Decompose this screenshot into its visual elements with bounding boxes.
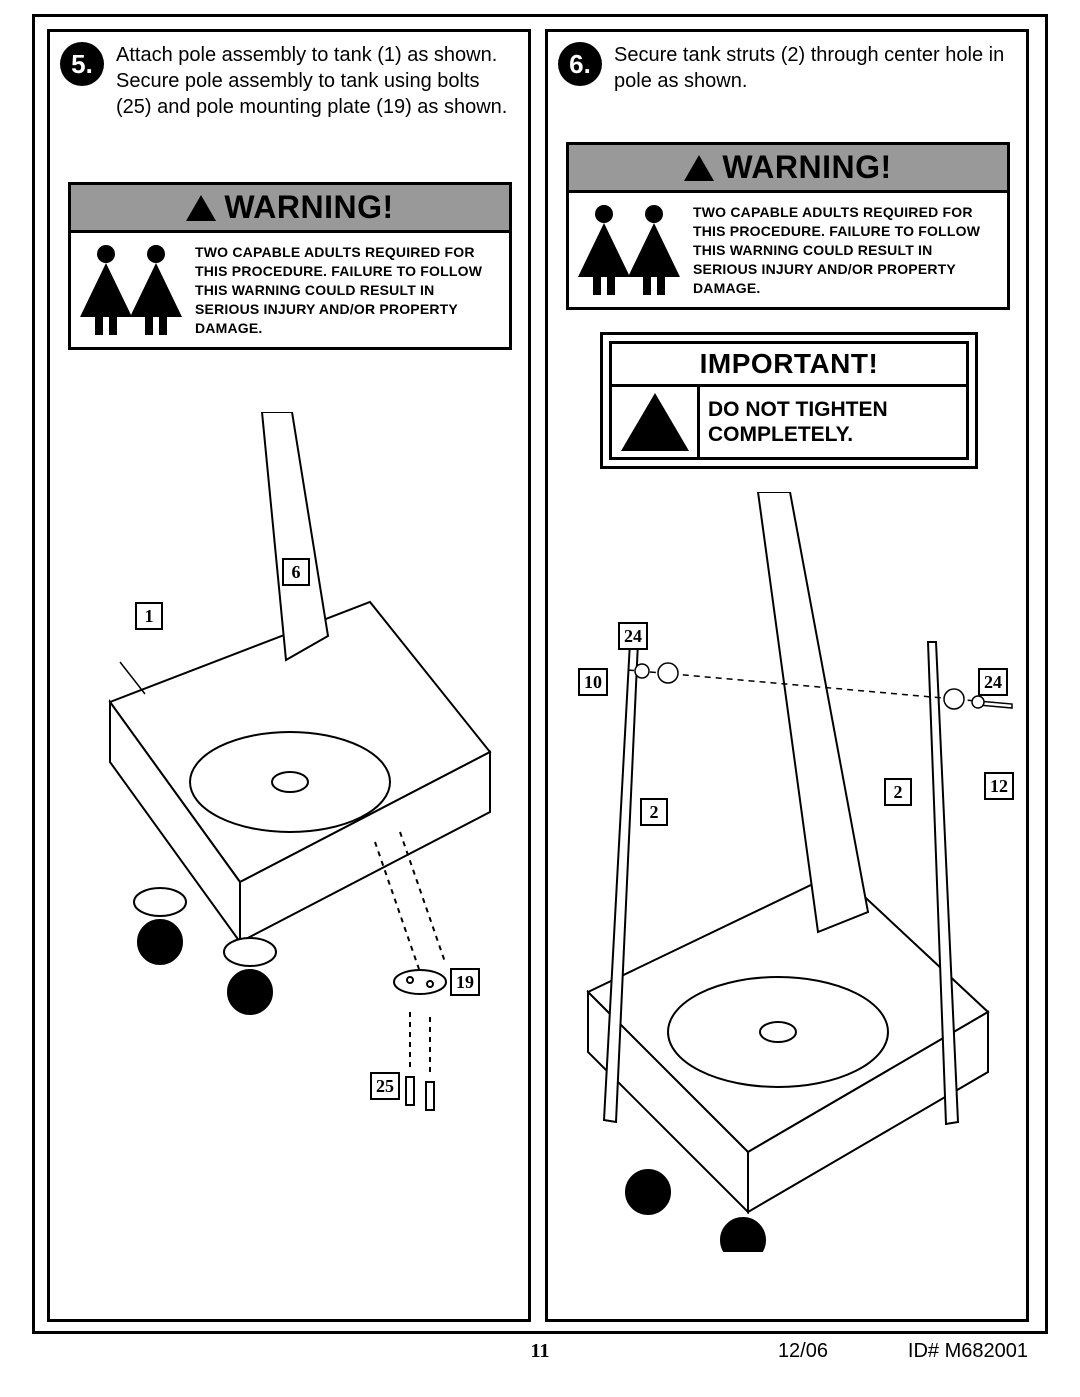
step-5-text: Attach pole assembly to tank (1) as show… bbox=[116, 42, 518, 120]
warning-title: WARNING! bbox=[722, 149, 891, 186]
step-5-number: 5. bbox=[60, 42, 104, 86]
page-border: 5. Attach pole assembly to tank (1) as s… bbox=[32, 14, 1048, 1334]
warning-header: WARNING! bbox=[71, 185, 509, 233]
warning-box-right: WARNING! TWO CAPABLE ADULTS REQUIRED FOR… bbox=[566, 142, 1010, 310]
warning-message: TWO CAPABLE ADULTS REQUIRED FOR THIS PRO… bbox=[191, 233, 509, 347]
step-6-number: 6. bbox=[558, 42, 602, 86]
person-icon bbox=[581, 205, 627, 295]
column-step-5: 5. Attach pole assembly to tank (1) as s… bbox=[47, 29, 531, 1322]
person-icon bbox=[631, 205, 677, 295]
footer-docid: ID# M682001 bbox=[908, 1340, 1028, 1363]
callout-2a: 2 bbox=[640, 798, 668, 826]
important-body: DO NOT TIGHTEN COMPLETELY. bbox=[612, 387, 966, 457]
warning-body: TWO CAPABLE ADULTS REQUIRED FOR THIS PRO… bbox=[71, 233, 509, 347]
triangle-icon bbox=[621, 393, 689, 451]
callout-6: 6 bbox=[282, 558, 310, 586]
warning-box-left: WARNING! TWO CAPABLE ADULTS REQUIRED FOR… bbox=[68, 182, 512, 350]
page-footer: 11 12/06 ID# M682001 bbox=[32, 1340, 1048, 1380]
warning-triangle-icon bbox=[186, 195, 216, 221]
two-adults-icon bbox=[71, 233, 191, 347]
step-6-text: Secure tank struts (2) through center ho… bbox=[614, 42, 1016, 94]
callout-19: 19 bbox=[450, 968, 480, 996]
footer-date: 12/06 bbox=[778, 1340, 828, 1363]
page-number: 11 bbox=[531, 1340, 550, 1363]
important-box: IMPORTANT! DO NOT TIGHTEN COMPLETELY. bbox=[600, 332, 978, 469]
warning-body: TWO CAPABLE ADULTS REQUIRED FOR THIS PRO… bbox=[569, 193, 1007, 307]
person-icon bbox=[133, 245, 179, 335]
warning-header: WARNING! bbox=[569, 145, 1007, 193]
important-title: IMPORTANT! bbox=[612, 344, 966, 387]
warning-message: TWO CAPABLE ADULTS REQUIRED FOR THIS PRO… bbox=[689, 193, 1007, 307]
step-6-header: 6. Secure tank struts (2) through center… bbox=[558, 42, 1016, 94]
step-5-header: 5. Attach pole assembly to tank (1) as s… bbox=[60, 42, 518, 120]
column-step-6: 6. Secure tank struts (2) through center… bbox=[545, 29, 1029, 1322]
callout-2b: 2 bbox=[884, 778, 912, 806]
warning-title: WARNING! bbox=[224, 189, 393, 226]
important-message: DO NOT TIGHTEN COMPLETELY. bbox=[700, 387, 966, 457]
callout-12: 12 bbox=[984, 772, 1014, 800]
person-icon bbox=[83, 245, 129, 335]
callout-1: 1 bbox=[135, 602, 163, 630]
callout-24a: 24 bbox=[618, 622, 648, 650]
callout-25: 25 bbox=[370, 1072, 400, 1100]
diagram-step-5 bbox=[70, 412, 510, 1202]
important-triangle-cell bbox=[612, 387, 700, 457]
diagram-step-6 bbox=[558, 492, 1022, 1252]
warning-triangle-icon bbox=[684, 155, 714, 181]
callout-10: 10 bbox=[578, 668, 608, 696]
callout-24b: 24 bbox=[978, 668, 1008, 696]
tank-struts-diagram bbox=[558, 492, 1022, 1252]
two-adults-icon bbox=[569, 193, 689, 307]
tank-pole-diagram bbox=[70, 412, 510, 1202]
